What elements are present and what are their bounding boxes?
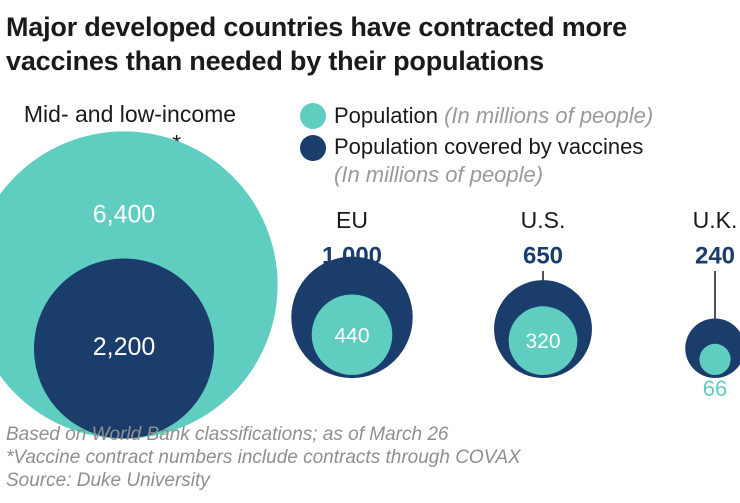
legend-label-population: Population <box>334 103 438 128</box>
legend-swatch-covered <box>300 135 326 161</box>
value-covered-us: 650 <box>523 242 563 269</box>
legend-swatch-population <box>300 103 326 129</box>
footnote-source: Source: Duke University <box>6 470 210 491</box>
value-covered-mid-low: 2,200 <box>93 333 156 361</box>
footnote-covax: *Vaccine contract numbers include contra… <box>6 447 521 468</box>
value-covered-uk: 240 <box>695 242 735 269</box>
footnote-classification: Based on World Bank classifications; as … <box>6 424 449 445</box>
bubble-population-uk <box>699 343 731 376</box>
value-population-us: 320 <box>525 330 560 353</box>
legend-item-covered: Population covered by vaccines <box>334 134 643 160</box>
bubble-covered-mid-low <box>33 258 215 439</box>
legend-label-covered: Population covered by vaccines <box>334 134 644 159</box>
bubble-population-eu <box>311 294 393 375</box>
chart-title-line-1: Major developed countries have contracte… <box>6 12 627 42</box>
group-label-us: U.S. <box>521 207 566 233</box>
group-label-eu: EU <box>336 207 368 233</box>
group-label-uk: U.K. <box>693 207 738 233</box>
value-population-eu: 440 <box>334 324 369 347</box>
legend-item-population: Population (In millions of people) <box>334 103 653 129</box>
legend-note-population: (In millions of people) <box>444 103 654 128</box>
value-population-mid-low: 6,400 <box>93 200 156 228</box>
chart-title-line-2: vaccines than needed by their population… <box>6 46 544 76</box>
bubble-population-us <box>508 306 578 375</box>
group-label-mid-low-line-1: Mid- and low-income <box>23 101 237 127</box>
value-population-uk: 66 <box>703 376 727 401</box>
legend-note-covered: (In millions of people) <box>334 162 544 187</box>
